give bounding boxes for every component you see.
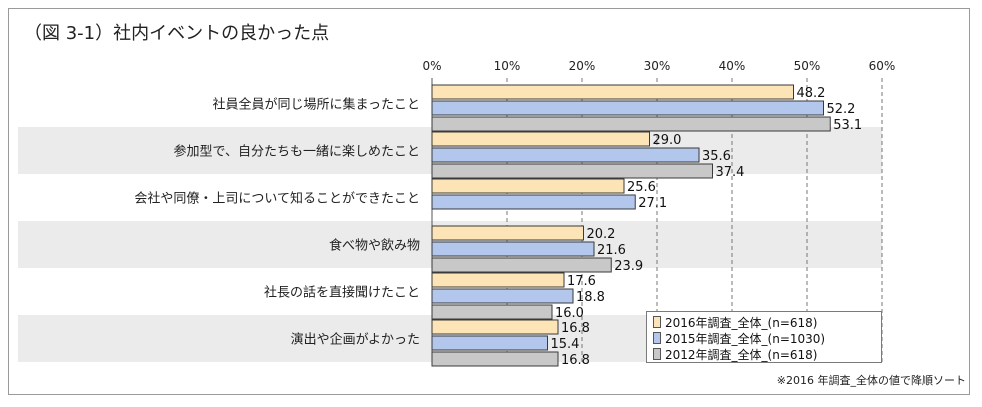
legend-item: 2016年調査_全体_(n=618) <box>653 314 875 330</box>
bar <box>431 257 612 273</box>
bar-value-label: 23.9 <box>614 259 643 274</box>
x-tick-label: 40% <box>719 59 746 73</box>
bar <box>431 288 574 304</box>
category-label: 参加型で、自分たちも一緒に楽しめたこと <box>174 144 420 160</box>
x-tick-label: 60% <box>869 59 896 73</box>
bar-value-label: 25.6 <box>627 180 656 195</box>
x-tick-label: 50% <box>794 59 821 73</box>
bar-value-label: 20.2 <box>587 227 616 242</box>
bar-value-label: 16.8 <box>561 353 590 368</box>
bar-value-label: 48.2 <box>797 86 826 101</box>
bar-value-label: 29.0 <box>653 133 682 148</box>
category-label: 社長の話を直接聞けたこと <box>264 285 420 301</box>
legend-swatch <box>653 316 661 328</box>
bar-value-label: 18.8 <box>576 290 605 305</box>
category-label: 会社や同僚・上司について知ることができたこと <box>134 191 420 207</box>
category-label: 演出や企画がよかった <box>291 332 420 348</box>
bar-value-label: 27.1 <box>638 196 667 211</box>
bar <box>431 319 559 335</box>
bar <box>431 163 713 179</box>
legend-label: 2015年調査_全体_(n=1030) <box>665 331 826 346</box>
bar-value-label: 17.6 <box>567 274 596 289</box>
bar-value-label: 52.2 <box>827 102 856 117</box>
legend-item: 2015年調査_全体_(n=1030) <box>653 330 875 346</box>
category-label: 食べ物や飲み物 <box>329 238 420 254</box>
legend-swatch <box>653 332 661 344</box>
x-tick-label: 20% <box>569 59 596 73</box>
x-tick-label: 10% <box>494 59 521 73</box>
bar <box>431 147 700 163</box>
bar-value-label: 35.6 <box>702 149 731 164</box>
bar <box>431 116 831 132</box>
bar-value-label: 16.0 <box>555 306 584 321</box>
legend-swatch <box>653 348 661 360</box>
bar-value-label: 15.4 <box>551 337 580 352</box>
bar <box>431 131 650 147</box>
bar <box>431 178 625 194</box>
bar <box>431 335 548 351</box>
bar-value-label: 37.4 <box>716 165 745 180</box>
chart-title: （図 3-1）社内イベントの良かった点 <box>24 23 330 44</box>
x-tick-label: 30% <box>644 59 671 73</box>
bar <box>431 241 595 257</box>
bar <box>431 194 636 210</box>
bar-value-label: 21.6 <box>597 243 626 258</box>
x-tick-label: 0% <box>422 59 441 73</box>
bar <box>431 84 794 100</box>
bar-value-label: 16.8 <box>561 321 590 336</box>
chart-legend: 2016年調査_全体_(n=618) 2015年調査_全体_(n=1030) 201… <box>646 311 882 363</box>
bar <box>431 351 559 367</box>
legend-label: 2012年調査_全体_(n=618) <box>665 347 818 362</box>
bar-value-label: 53.1 <box>833 118 862 133</box>
legend-label: 2016年調査_全体_(n=618) <box>665 315 818 330</box>
bar <box>431 100 824 116</box>
legend-item: 2012年調査_全体_(n=618) <box>653 346 875 362</box>
bar <box>431 225 584 241</box>
sort-note: ※2016 年調査_全体の値で降順ソート <box>776 374 966 387</box>
category-label: 社員全員が同じ場所に集まったこと <box>213 97 420 113</box>
bar <box>431 272 565 288</box>
bar <box>431 304 553 320</box>
